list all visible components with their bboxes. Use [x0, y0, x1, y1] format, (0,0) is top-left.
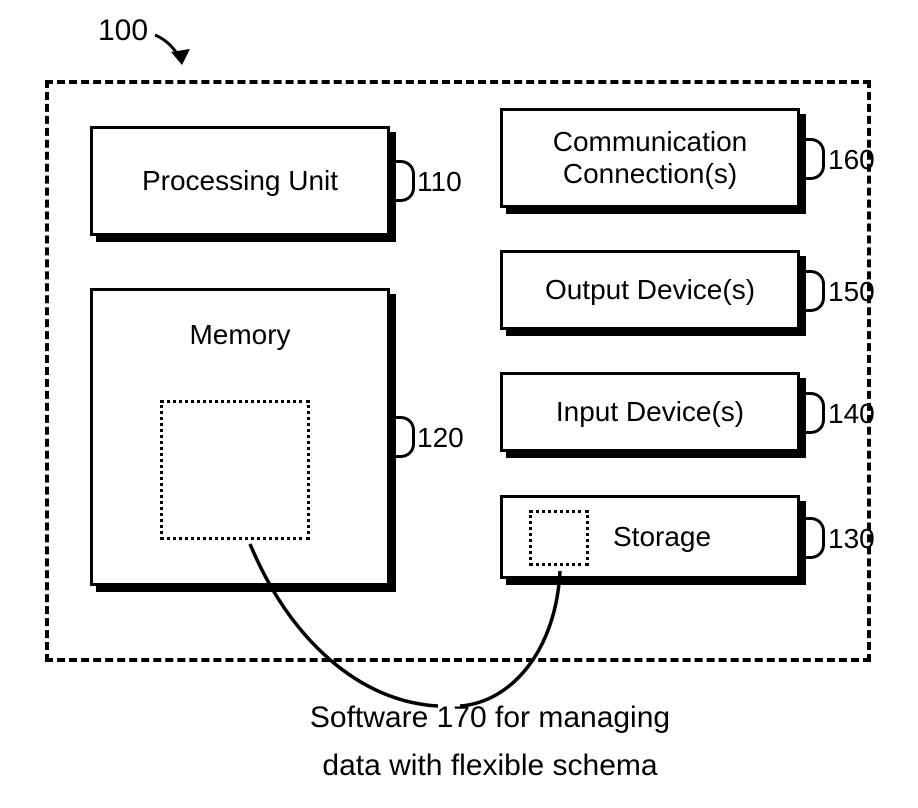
memory-ref: 120	[417, 422, 464, 454]
processing-unit-label: Processing Unit	[142, 165, 338, 197]
output-devices-label: Output Device(s)	[545, 274, 755, 306]
output-devices-ref: 150	[828, 276, 875, 308]
software-in-storage	[529, 510, 589, 566]
processing-unit-ref-bracket	[393, 160, 415, 202]
diagram-canvas: 100 Processing Unit 110 Communication Co…	[0, 0, 918, 808]
input-devices-ref-bracket	[803, 392, 825, 434]
processing-unit-block: Processing Unit	[90, 126, 390, 236]
software-caption-line2: data with flexible schema	[240, 742, 740, 790]
memory-label: Memory	[189, 319, 290, 351]
output-devices-ref-bracket	[803, 270, 825, 312]
input-devices-block: Input Device(s)	[500, 372, 800, 452]
input-devices-ref: 140	[828, 398, 875, 430]
storage-label: Storage	[613, 521, 711, 553]
communication-ref-bracket	[803, 138, 825, 180]
output-devices-block: Output Device(s)	[500, 250, 800, 330]
memory-ref-bracket	[393, 416, 415, 458]
software-caption: Software 170 for managing data with flex…	[240, 694, 740, 790]
processing-unit-ref: 110	[417, 166, 462, 198]
input-devices-label: Input Device(s)	[556, 396, 744, 428]
communication-block: Communication Connection(s)	[500, 108, 800, 208]
storage-ref-bracket	[803, 517, 825, 559]
communication-label: Communication Connection(s)	[553, 126, 748, 190]
communication-ref: 160	[828, 144, 875, 176]
software-in-memory	[160, 400, 310, 540]
storage-ref: 130	[828, 523, 875, 555]
software-caption-line1: Software 170 for managing	[240, 694, 740, 742]
